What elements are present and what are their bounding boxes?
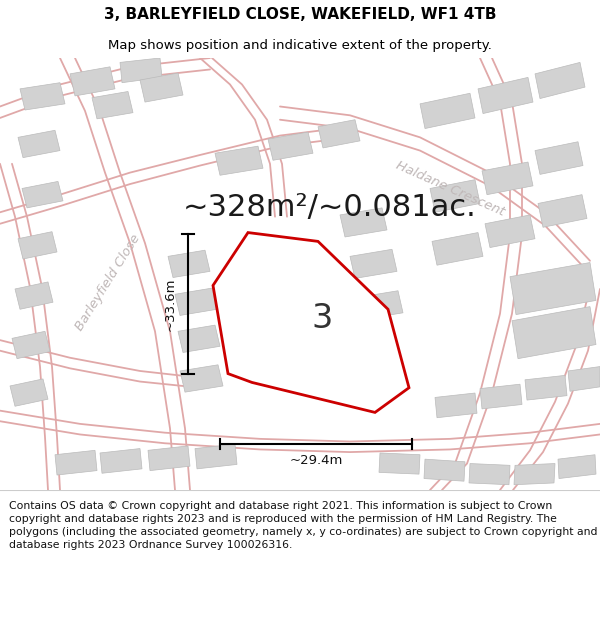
Polygon shape (432, 232, 483, 265)
Polygon shape (485, 215, 535, 248)
Polygon shape (92, 91, 133, 119)
Polygon shape (538, 194, 587, 228)
Polygon shape (55, 451, 97, 475)
Polygon shape (535, 62, 585, 99)
Polygon shape (120, 58, 162, 82)
Polygon shape (525, 376, 567, 400)
Polygon shape (148, 446, 190, 471)
Polygon shape (568, 367, 600, 391)
Polygon shape (424, 459, 465, 481)
Polygon shape (100, 449, 142, 473)
Polygon shape (268, 132, 313, 160)
Text: Barleyfield Close: Barleyfield Close (73, 232, 143, 333)
Polygon shape (178, 325, 220, 352)
Polygon shape (22, 181, 63, 208)
Polygon shape (15, 282, 53, 309)
Polygon shape (195, 444, 237, 469)
Polygon shape (318, 120, 360, 148)
Text: ~328m²/~0.081ac.: ~328m²/~0.081ac. (183, 193, 477, 222)
Polygon shape (20, 82, 65, 110)
Polygon shape (535, 142, 583, 174)
Polygon shape (213, 232, 409, 412)
Polygon shape (340, 208, 387, 237)
Polygon shape (168, 250, 210, 278)
Polygon shape (435, 393, 477, 418)
Text: Map shows position and indicative extent of the property.: Map shows position and indicative extent… (108, 39, 492, 52)
Polygon shape (478, 78, 533, 114)
Polygon shape (12, 331, 50, 359)
Polygon shape (379, 453, 420, 474)
Text: 3: 3 (311, 302, 332, 334)
Polygon shape (482, 162, 533, 194)
Polygon shape (558, 455, 596, 479)
Text: ~29.4m: ~29.4m (289, 454, 343, 466)
Text: Haldane Crescent: Haldane Crescent (394, 159, 506, 218)
Polygon shape (355, 291, 403, 320)
Polygon shape (430, 179, 480, 213)
Text: Contains OS data © Crown copyright and database right 2021. This information is : Contains OS data © Crown copyright and d… (9, 501, 598, 551)
Polygon shape (350, 249, 397, 278)
Polygon shape (512, 307, 596, 359)
Polygon shape (70, 67, 115, 96)
Polygon shape (514, 464, 555, 485)
Polygon shape (215, 146, 263, 175)
Text: ~33.6m: ~33.6m (163, 278, 176, 331)
Polygon shape (180, 365, 223, 392)
Polygon shape (420, 93, 475, 129)
Polygon shape (18, 232, 57, 259)
Polygon shape (175, 288, 217, 316)
Polygon shape (140, 73, 183, 102)
Polygon shape (469, 464, 510, 485)
Polygon shape (18, 130, 60, 158)
Polygon shape (510, 262, 596, 314)
Polygon shape (10, 379, 48, 406)
Polygon shape (480, 384, 522, 409)
Text: 3, BARLEYFIELD CLOSE, WAKEFIELD, WF1 4TB: 3, BARLEYFIELD CLOSE, WAKEFIELD, WF1 4TB (104, 7, 496, 22)
